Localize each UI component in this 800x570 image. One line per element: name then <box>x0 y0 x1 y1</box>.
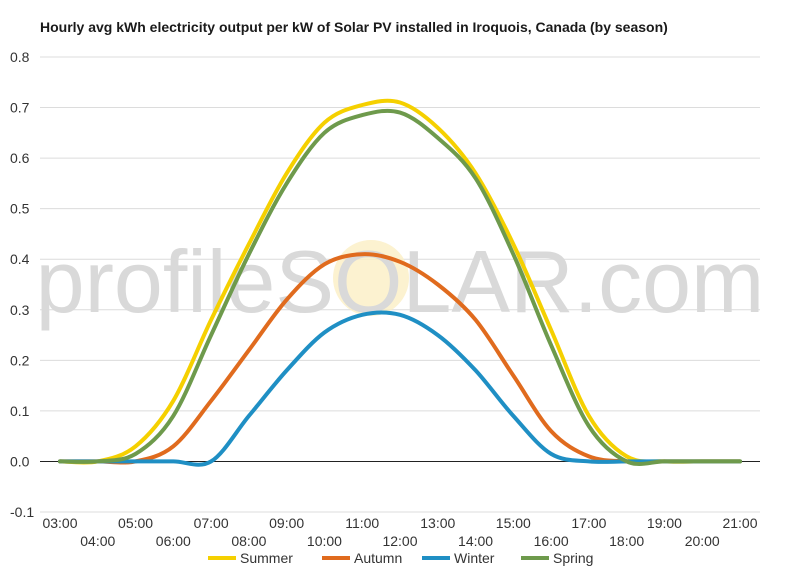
x-tick-label: 11:00 <box>345 515 379 531</box>
legend-label: Spring <box>553 550 593 566</box>
x-tick-label: 17:00 <box>571 515 606 531</box>
series-lines <box>58 98 742 467</box>
x-tick-label: 04:00 <box>80 533 115 549</box>
x-axis-ticks: 03:0004:0005:0006:0007:0008:0009:0010:00… <box>42 515 757 549</box>
y-tick-label: 0.3 <box>10 302 30 318</box>
legend-label: Autumn <box>354 550 402 566</box>
x-tick-label: 03:00 <box>42 515 77 531</box>
legend-item-autumn: Autumn <box>322 550 402 566</box>
series-line-spring <box>58 108 742 466</box>
x-tick-label: 09:00 <box>269 515 304 531</box>
y-tick-label: 0.2 <box>10 352 30 368</box>
legend-label: Summer <box>240 550 293 566</box>
legend-label: Winter <box>454 550 495 566</box>
y-tick-label: -0.1 <box>10 504 34 520</box>
legend-item-spring: Spring <box>521 550 593 566</box>
x-tick-label: 07:00 <box>194 515 229 531</box>
chart-title: Hourly avg kWh electricity output per kW… <box>40 19 668 35</box>
legend: Summer Autumn Winter Spring <box>208 550 593 566</box>
y-tick-label: 0.8 <box>10 49 30 65</box>
x-tick-label: 20:00 <box>685 533 720 549</box>
x-tick-label: 19:00 <box>647 515 682 531</box>
y-tick-label: 0.5 <box>10 201 30 217</box>
x-tick-label: 10:00 <box>307 533 342 549</box>
x-tick-label: 18:00 <box>609 533 644 549</box>
x-tick-label: 16:00 <box>534 533 569 549</box>
legend-swatch <box>521 556 549 560</box>
series-line-summer <box>58 98 742 465</box>
legend-swatch <box>322 556 350 560</box>
x-tick-label: 14:00 <box>458 533 493 549</box>
series-line-winter <box>58 310 742 467</box>
y-tick-label: 0.6 <box>10 150 30 166</box>
legend-item-summer: Summer <box>208 550 293 566</box>
x-tick-label: 06:00 <box>156 533 191 549</box>
x-tick-label: 12:00 <box>382 533 417 549</box>
x-tick-label: 05:00 <box>118 515 153 531</box>
y-axis-ticks: -0.1 0.0 0.1 0.2 0.3 0.4 0.5 0.6 0.7 0.8 <box>10 49 34 520</box>
x-tick-label: 15:00 <box>496 515 531 531</box>
y-tick-label: 0.7 <box>10 100 30 116</box>
y-tick-label: 0.1 <box>10 403 30 419</box>
x-tick-label: 13:00 <box>420 515 455 531</box>
y-tick-label: 0.4 <box>10 251 30 267</box>
grid-lines <box>40 56 760 513</box>
legend-swatch <box>208 556 236 560</box>
y-tick-label: 0.0 <box>10 453 30 469</box>
x-tick-label: 21:00 <box>722 515 757 531</box>
legend-swatch <box>422 556 450 560</box>
legend-item-winter: Winter <box>422 550 495 566</box>
x-tick-label: 08:00 <box>231 533 266 549</box>
